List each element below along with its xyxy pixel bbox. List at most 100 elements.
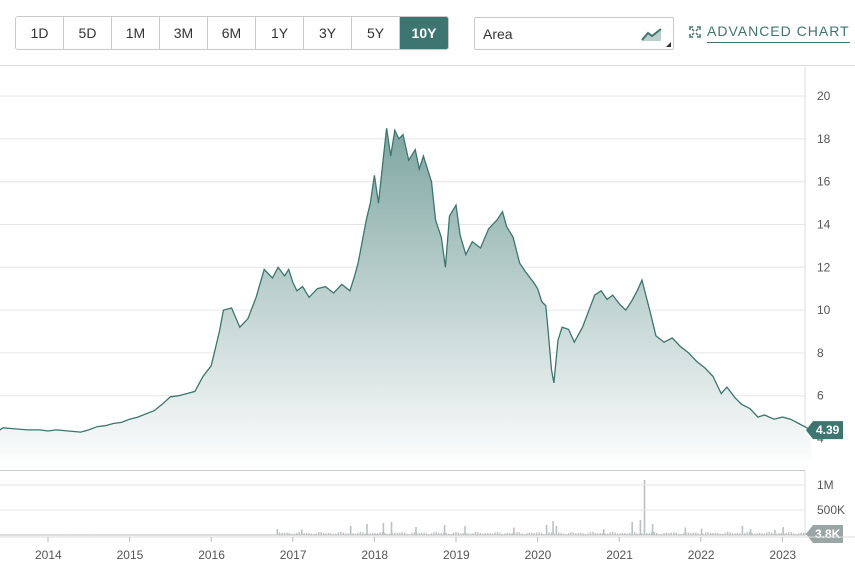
volume-bar — [729, 532, 731, 535]
volume-bar — [337, 532, 340, 535]
volume-bar — [704, 532, 707, 535]
volume-bar — [435, 532, 437, 535]
volume-bar — [526, 533, 528, 535]
volume-bar — [467, 533, 469, 535]
volume-bar — [805, 533, 807, 535]
volume-bar — [709, 532, 712, 535]
volume-bar — [633, 532, 636, 535]
volume-bar — [663, 532, 665, 535]
volume-bar — [646, 533, 648, 535]
volume-bar — [597, 533, 599, 535]
volume-bar — [325, 533, 327, 535]
volume-bar — [447, 533, 450, 535]
volume-bar — [472, 533, 474, 535]
volume-bar — [731, 533, 734, 535]
volume-bar — [739, 533, 741, 535]
volume-bar — [577, 533, 579, 535]
price-tick-label: 10 — [817, 303, 831, 317]
volume-bar — [457, 532, 459, 535]
volume-bar — [545, 525, 548, 535]
volume-bar — [746, 532, 748, 535]
advanced-chart-link[interactable]: ADVANCED CHART — [689, 23, 850, 43]
volume-bar — [774, 530, 776, 535]
volume-bar — [381, 532, 384, 535]
volume-bar — [489, 533, 491, 535]
volume-bar — [753, 533, 756, 535]
range-button-1m[interactable]: 1M — [112, 17, 160, 49]
volume-bar — [552, 521, 554, 535]
volume-bar — [682, 533, 685, 535]
advanced-chart-label: ADVANCED CHART — [707, 23, 850, 43]
volume-bar — [474, 532, 477, 535]
volume-bar — [516, 532, 518, 535]
price-tick-label: 20 — [817, 89, 831, 103]
volume-bar — [802, 532, 805, 535]
volume-bar — [558, 532, 560, 535]
volume-bar — [687, 532, 690, 535]
volume-bar — [599, 533, 601, 535]
volume-bar — [303, 533, 305, 535]
volume-bar — [433, 532, 435, 535]
volume-bar — [390, 522, 393, 535]
range-button-3y[interactable]: 3Y — [304, 17, 352, 49]
volume-bar — [684, 527, 687, 535]
volume-bar — [800, 532, 802, 535]
volume-bar — [364, 533, 366, 535]
volume-bar — [658, 533, 660, 535]
volume-bar — [394, 532, 396, 535]
volume-bar — [369, 533, 371, 535]
volume-bar — [389, 533, 391, 535]
volume-bar — [580, 532, 582, 535]
range-button-6m[interactable]: 6M — [208, 17, 256, 49]
volume-bar — [305, 532, 308, 535]
volume-bar — [318, 532, 320, 535]
time-tick-label: 2017 — [280, 548, 307, 562]
volume-bar — [548, 532, 550, 535]
volume-bar — [724, 532, 726, 535]
volume-bar — [655, 532, 658, 535]
volume-bar — [330, 533, 332, 535]
volume-bar — [536, 532, 538, 535]
volume-bar — [462, 533, 464, 535]
volume-bar — [616, 533, 619, 535]
range-button-5y[interactable]: 5Y — [352, 17, 400, 49]
volume-bar — [509, 532, 511, 535]
volume-bar — [376, 533, 379, 535]
price-tick-label: 6 — [817, 389, 824, 403]
volume-bar — [278, 532, 281, 535]
price-tick-label: 12 — [817, 260, 831, 274]
volume-bar — [327, 533, 330, 535]
volume-bar — [533, 533, 535, 535]
volume-bar — [460, 533, 462, 535]
volume-tick-label: 500K — [817, 503, 845, 517]
volume-bar — [528, 532, 530, 535]
range-button-1d[interactable]: 1D — [16, 17, 64, 49]
volume-bar — [420, 532, 423, 535]
range-button-5d[interactable]: 5D — [64, 17, 112, 49]
volume-bar — [281, 532, 283, 535]
volume-bar — [496, 531, 499, 535]
chart-type-select[interactable]: Area — [474, 17, 674, 50]
range-button-1y[interactable]: 1Y — [256, 17, 304, 49]
volume-bar — [499, 532, 501, 535]
volume-bar — [521, 533, 523, 535]
time-tick-label: 2014 — [35, 548, 62, 562]
volume-bar — [323, 533, 325, 535]
volume-bar — [665, 532, 668, 535]
volume-bar — [594, 532, 597, 535]
volume-bar — [793, 533, 795, 535]
volume-bar — [345, 533, 347, 535]
volume-bar — [638, 533, 641, 535]
volume-bar — [678, 533, 680, 535]
time-tick-label: 2020 — [525, 548, 552, 562]
volume-bar — [766, 532, 768, 535]
range-button-3m[interactable]: 3M — [160, 17, 208, 49]
range-button-10y[interactable]: 10Y — [400, 17, 448, 49]
price-tick-label: 18 — [817, 132, 831, 146]
volume-bar — [797, 533, 800, 535]
volume-bar — [736, 532, 739, 535]
volume-bar — [626, 533, 628, 535]
volume-bar — [572, 532, 575, 535]
volume-bar — [751, 533, 753, 535]
